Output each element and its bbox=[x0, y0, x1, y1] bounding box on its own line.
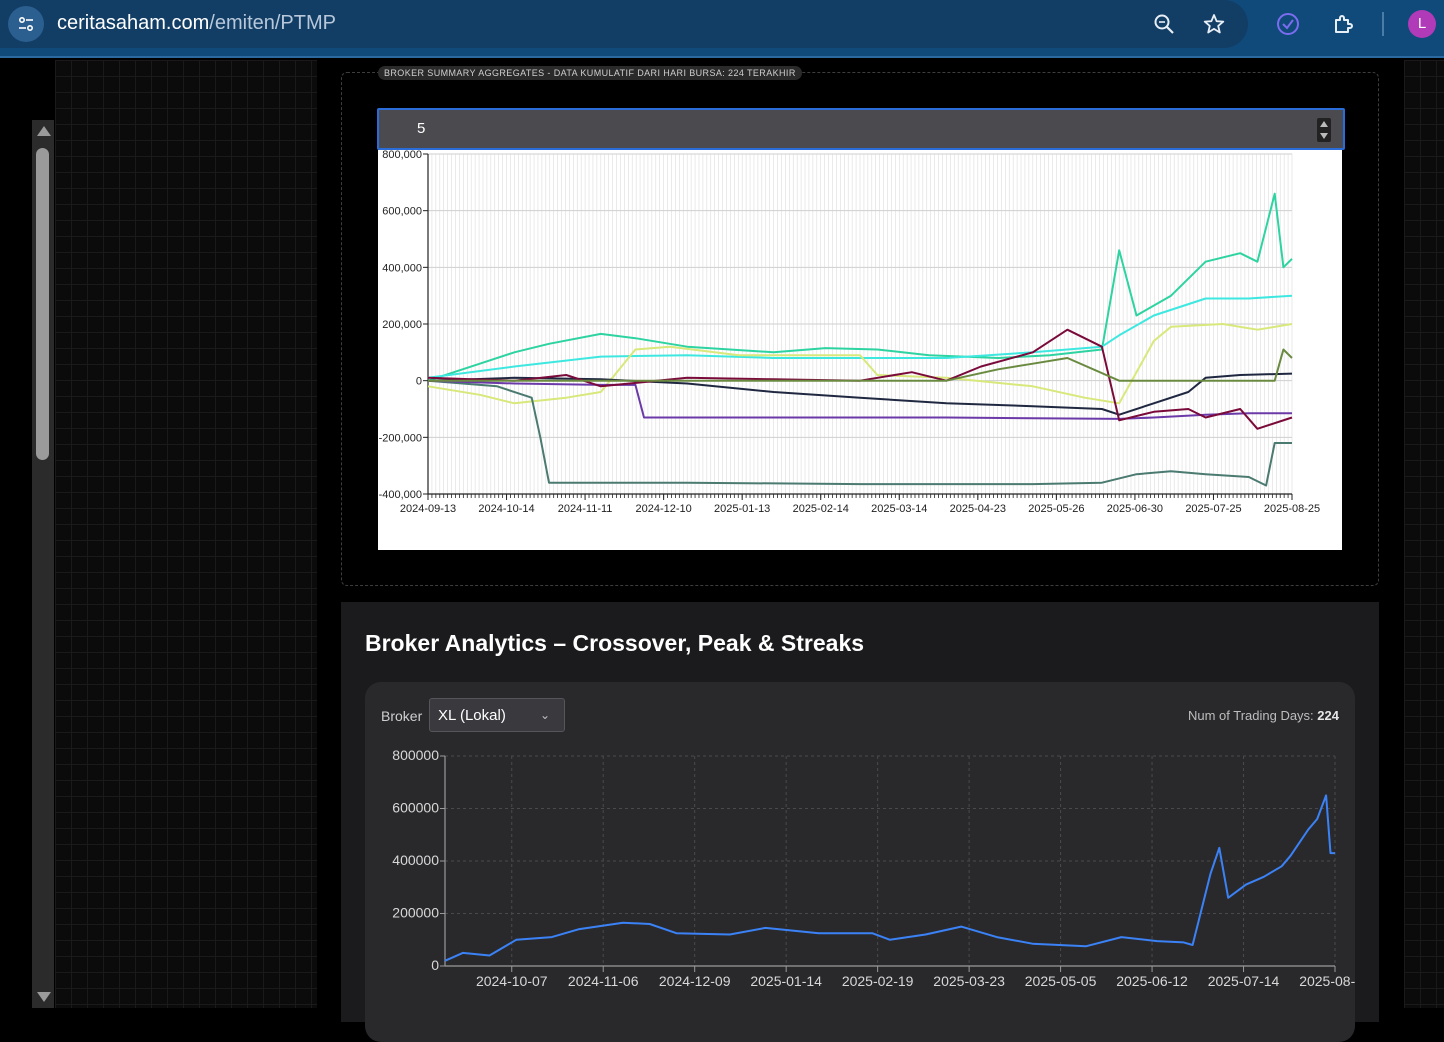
address-bar[interactable]: ceritasaham.com/emiten/PTMP bbox=[0, 0, 1248, 48]
scroll-down-arrow-icon[interactable] bbox=[37, 992, 51, 1002]
broker-label: Broker bbox=[381, 708, 423, 724]
grid-background-right bbox=[1404, 60, 1444, 1008]
x-tick-label: 2025-06-12 bbox=[1116, 973, 1188, 989]
grid-background-left bbox=[55, 60, 317, 1008]
x-tick-label: 2025-01-14 bbox=[750, 973, 822, 989]
scroll-thumb[interactable] bbox=[36, 148, 49, 460]
x-tick-label: 2024-11-11 bbox=[558, 503, 613, 515]
series-line-1 bbox=[427, 192, 1293, 382]
x-tick-label: 2024-10-07 bbox=[476, 973, 548, 989]
x-tick-label: 2025-01-13 bbox=[714, 503, 770, 515]
trading-days-text: Num of Trading Days: bbox=[1187, 708, 1314, 723]
broker-select[interactable]: XL (Lokal) ⌄ bbox=[429, 698, 565, 732]
aggregates-line-chart: -400,000 -200,000 0 200,000 400,000 600,000 80… bbox=[378, 150, 1342, 550]
broker-analytics-section: Broker Analytics – Crossover, Peak & Str… bbox=[341, 602, 1379, 1042]
top-n-number-input[interactable]: 5 bbox=[377, 108, 1345, 150]
series-line-1 bbox=[444, 794, 1335, 962]
x-tick-label: 2025-02-14 bbox=[793, 503, 849, 515]
y-tick-label: 600,000 bbox=[382, 206, 422, 218]
analytics-card: Broker XL (Lokal) ⌄ Num of Trading Days:… bbox=[365, 682, 1371, 1042]
extension-update-icon[interactable] bbox=[1272, 8, 1304, 40]
x-tick-label: 2024-10-14 bbox=[478, 503, 534, 515]
zoom-icon[interactable] bbox=[1148, 8, 1180, 40]
broker-line-chart: 0 200000 400000 600000 800000 2024-10-07 2024-… bbox=[365, 742, 1371, 1002]
url-domain: ceritasaham.com bbox=[57, 12, 210, 34]
page-viewport: BROKER SUMMARY AGGREGATES - DATA KUMULAT… bbox=[0, 60, 1444, 1042]
y-tick-label: -400,000 bbox=[379, 489, 422, 501]
x-tick-label: 2024-09-13 bbox=[400, 503, 456, 515]
chevron-down-icon: ⌄ bbox=[539, 708, 550, 722]
x-tick-label: 2025-05-05 bbox=[1025, 973, 1097, 989]
x-tick-label: 2025-05-26 bbox=[1028, 503, 1084, 515]
x-tick-label: 2025-06-30 bbox=[1107, 503, 1163, 515]
x-tick-label: 2025-07-14 bbox=[1208, 973, 1280, 989]
x-tick-label: 2025-03-23 bbox=[933, 973, 1005, 989]
broker-summary-aggregates-panel: BROKER SUMMARY AGGREGATES - DATA KUMULAT… bbox=[341, 66, 1379, 586]
trading-days-label: Num of Trading Days: 224 bbox=[1188, 708, 1339, 723]
panel-legend: BROKER SUMMARY AGGREGATES - DATA KUMULAT… bbox=[378, 66, 802, 80]
y-tick-label: 0 bbox=[416, 376, 422, 388]
x-tick-label: 2025-03-14 bbox=[871, 503, 927, 515]
url-path: /emiten/PTMP bbox=[209, 12, 336, 34]
series-line-8 bbox=[428, 348, 1293, 382]
y-tick-label: 800,000 bbox=[382, 150, 422, 161]
section-title: Broker Analytics – Crossover, Peak & Str… bbox=[365, 630, 865, 656]
series-line-3 bbox=[427, 323, 1293, 405]
profile-avatar[interactable]: L bbox=[1408, 10, 1436, 38]
y-tick-label: 0 bbox=[431, 957, 439, 973]
spin-down-icon[interactable] bbox=[1320, 133, 1328, 139]
star-icon[interactable] bbox=[1198, 8, 1230, 40]
y-tick-label: -200,000 bbox=[379, 432, 422, 444]
top-n-value: 5 bbox=[417, 120, 426, 137]
series-line-2 bbox=[427, 294, 1293, 379]
y-tick-label: 400,000 bbox=[382, 262, 422, 274]
main-content: BROKER SUMMARY AGGREGATES - DATA KUMULAT… bbox=[317, 60, 1404, 1042]
browser-toolbar: ceritasaham.com/emiten/PTMP L bbox=[0, 0, 1444, 58]
series-line-4 bbox=[427, 379, 1292, 487]
vertical-scrollbar[interactable] bbox=[32, 120, 54, 1008]
spin-up-icon[interactable] bbox=[1320, 121, 1328, 127]
x-tick-label: 2025-02-19 bbox=[842, 973, 914, 989]
site-info-icon[interactable] bbox=[8, 6, 44, 42]
y-tick-label: 200,000 bbox=[382, 319, 422, 331]
toolbar-separator bbox=[1382, 12, 1384, 36]
url-text[interactable]: ceritasaham.com/emiten/PTMP bbox=[57, 12, 336, 35]
x-tick-label: 2025-08-25 bbox=[1264, 503, 1320, 515]
x-tick-label: 2025-07-25 bbox=[1185, 503, 1241, 515]
x-tick-label: 2024-12-09 bbox=[659, 973, 731, 989]
x-tick-label: 2024-12-10 bbox=[635, 503, 691, 515]
broker-selected-value: XL (Lokal) bbox=[438, 707, 506, 724]
y-tick-label: 400000 bbox=[392, 852, 439, 868]
x-tick-label: 2024-11-06 bbox=[568, 973, 639, 989]
series-line-5 bbox=[427, 379, 1292, 420]
scroll-up-arrow-icon[interactable] bbox=[37, 126, 51, 136]
y-tick-label: 600000 bbox=[392, 800, 439, 816]
series-line-7 bbox=[427, 328, 1293, 430]
number-spinner[interactable] bbox=[1317, 118, 1331, 142]
extensions-icon[interactable] bbox=[1328, 8, 1360, 40]
trading-days-value: 224 bbox=[1317, 708, 1339, 723]
aggregates-chart-svg: -400,000 -200,000 0 200,000 400,000 600,000 80… bbox=[379, 150, 1321, 515]
y-tick-label: 800000 bbox=[392, 747, 439, 763]
x-tick-label: 2025-04-23 bbox=[950, 503, 1006, 515]
x-tick-label: 2025-08-27 bbox=[1299, 973, 1355, 989]
broker-chart-svg: 0 200000 400000 600000 800000 2024-10-07 2024-… bbox=[392, 747, 1371, 989]
y-tick-label: 200000 bbox=[392, 905, 439, 921]
